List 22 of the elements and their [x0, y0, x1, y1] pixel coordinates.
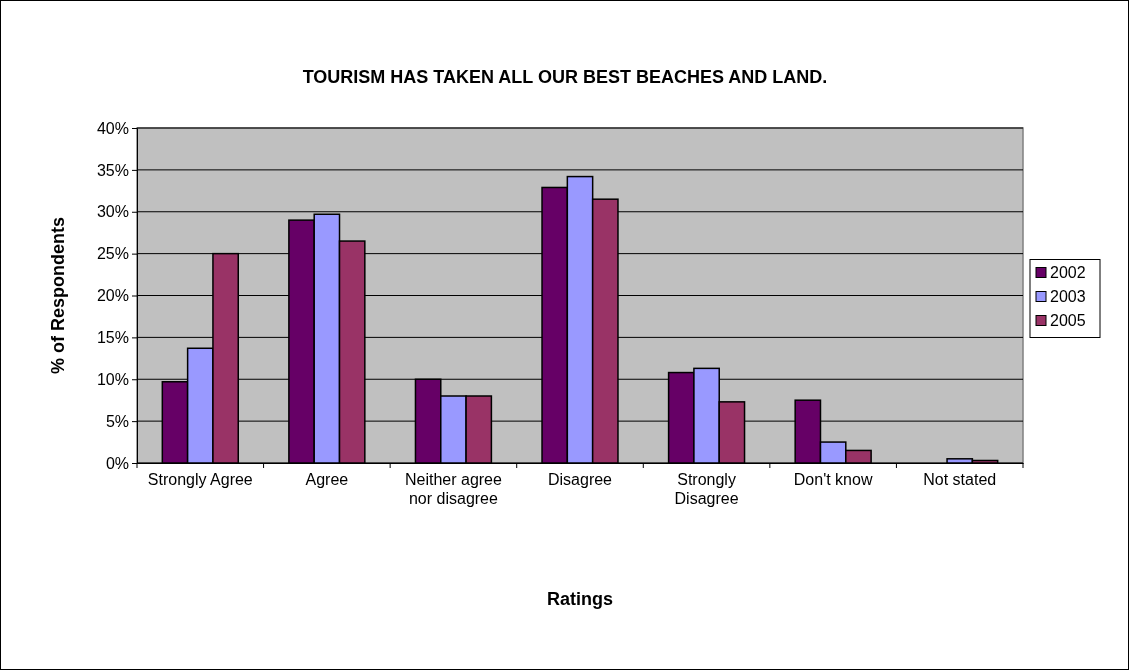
x-tick-label: Not stated	[923, 471, 997, 489]
y-tick-label: 5%	[105, 412, 129, 430]
y-tick-label: 40%	[96, 119, 129, 137]
legend-label: 2005	[1050, 311, 1086, 329]
x-tick-label: Agree	[305, 471, 349, 489]
y-tick-label: 25%	[96, 245, 129, 263]
legend-label: 2002	[1050, 263, 1086, 281]
legend-label: 2003	[1050, 287, 1086, 305]
chart-title: TOURISM HAS TAKEN ALL OUR BEST BEACHES AND LAND.	[302, 67, 828, 87]
y-tick-label: 35%	[96, 161, 129, 179]
x-tick-label: Don't know	[793, 471, 873, 489]
x-axis-title: Ratings	[546, 589, 614, 609]
x-tick-label: Strongly Disagree	[674, 471, 739, 508]
y-tick-label: 10%	[96, 370, 129, 388]
y-tick-label: 15%	[96, 328, 129, 346]
x-tick-label: Strongly Agree	[147, 471, 253, 489]
y-axis-title: % of Respondents	[48, 216, 68, 375]
y-tick-label: 30%	[96, 203, 129, 221]
x-tick-label: Disagree	[547, 471, 613, 489]
x-tick-label: Neither agree nor disagree	[404, 471, 502, 508]
y-tick-label: 20%	[96, 287, 129, 305]
y-tick-label: 0%	[105, 454, 129, 472]
